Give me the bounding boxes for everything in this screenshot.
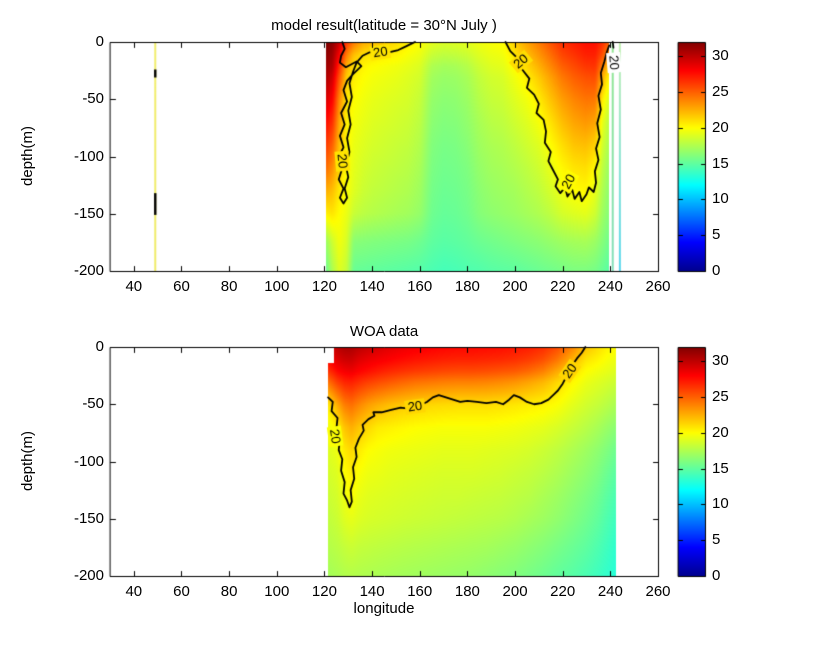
colorbar-tick-label: 15	[712, 154, 729, 172]
x-tick-label: 160	[407, 278, 433, 295]
y-tick-label: -200	[73, 262, 104, 279]
colorbar-tick-label: 5	[712, 531, 721, 549]
x-tick-label: 100	[264, 583, 290, 600]
bottom-plot-xlabel: longitude	[353, 600, 415, 617]
colorbar-tick-label: 10	[712, 190, 729, 208]
x-tick-label: 240	[597, 583, 623, 600]
x-tick-label: 260	[645, 278, 671, 295]
x-tick-label: 60	[173, 583, 190, 600]
y-tick-label: -100	[73, 452, 104, 470]
colorbar-tick-label: 20	[712, 118, 729, 136]
colorbar-tick-label: 0	[712, 262, 721, 279]
x-tick-label: 140	[359, 583, 385, 600]
x-tick-label: 140	[359, 278, 385, 295]
x-tick-label: 60	[173, 278, 190, 295]
x-tick-label: 240	[597, 278, 623, 295]
y-tick-label: -200	[73, 567, 104, 584]
colorbar-tick-label: 10	[712, 495, 729, 513]
y-tick-label: -150	[73, 509, 104, 527]
y-tick-label: -150	[73, 204, 104, 222]
y-tick-label: 0	[95, 33, 104, 50]
colorbar-tick-label: 30	[712, 47, 729, 65]
x-tick-label: 260	[645, 583, 671, 600]
x-tick-label: 200	[502, 583, 528, 600]
x-tick-label: 100	[264, 278, 290, 295]
top-plot-title: model result(latitude = 30°N July )	[271, 17, 497, 34]
bottom-plot-ylabel: depth(m)	[19, 430, 36, 492]
top-plot-ylabel: depth(m)	[19, 125, 36, 187]
colorbar-tick-label: 30	[712, 352, 729, 370]
colorbar-tick-label: 0	[712, 567, 721, 584]
x-tick-label: 80	[220, 583, 238, 600]
y-tick-label: -50	[82, 90, 104, 108]
x-tick-label: 220	[550, 583, 576, 600]
bottom-plot-title: WOA data	[349, 323, 419, 340]
x-tick-label: 160	[407, 583, 433, 600]
x-tick-label: 180	[454, 583, 480, 600]
x-tick-label: 80	[220, 278, 238, 295]
colorbar-tick-label: 15	[712, 459, 729, 477]
x-tick-label: 120	[311, 583, 337, 600]
x-tick-label: 120	[311, 278, 337, 295]
colorbar-tick-label: 20	[712, 423, 729, 441]
colorbar-tick-label: 5	[712, 226, 721, 244]
y-tick-label: -50	[82, 395, 104, 413]
x-tick-label: 180	[454, 278, 480, 295]
colorbar-tick-label: 25	[712, 388, 729, 406]
x-tick-label: 220	[550, 278, 576, 295]
x-tick-label: 40	[125, 583, 143, 600]
x-tick-label: 200	[502, 278, 528, 295]
y-tick-label: 0	[95, 338, 104, 355]
x-tick-label: 40	[125, 278, 143, 295]
y-tick-label: -100	[73, 147, 104, 165]
colorbar-tick-label: 25	[712, 83, 729, 101]
